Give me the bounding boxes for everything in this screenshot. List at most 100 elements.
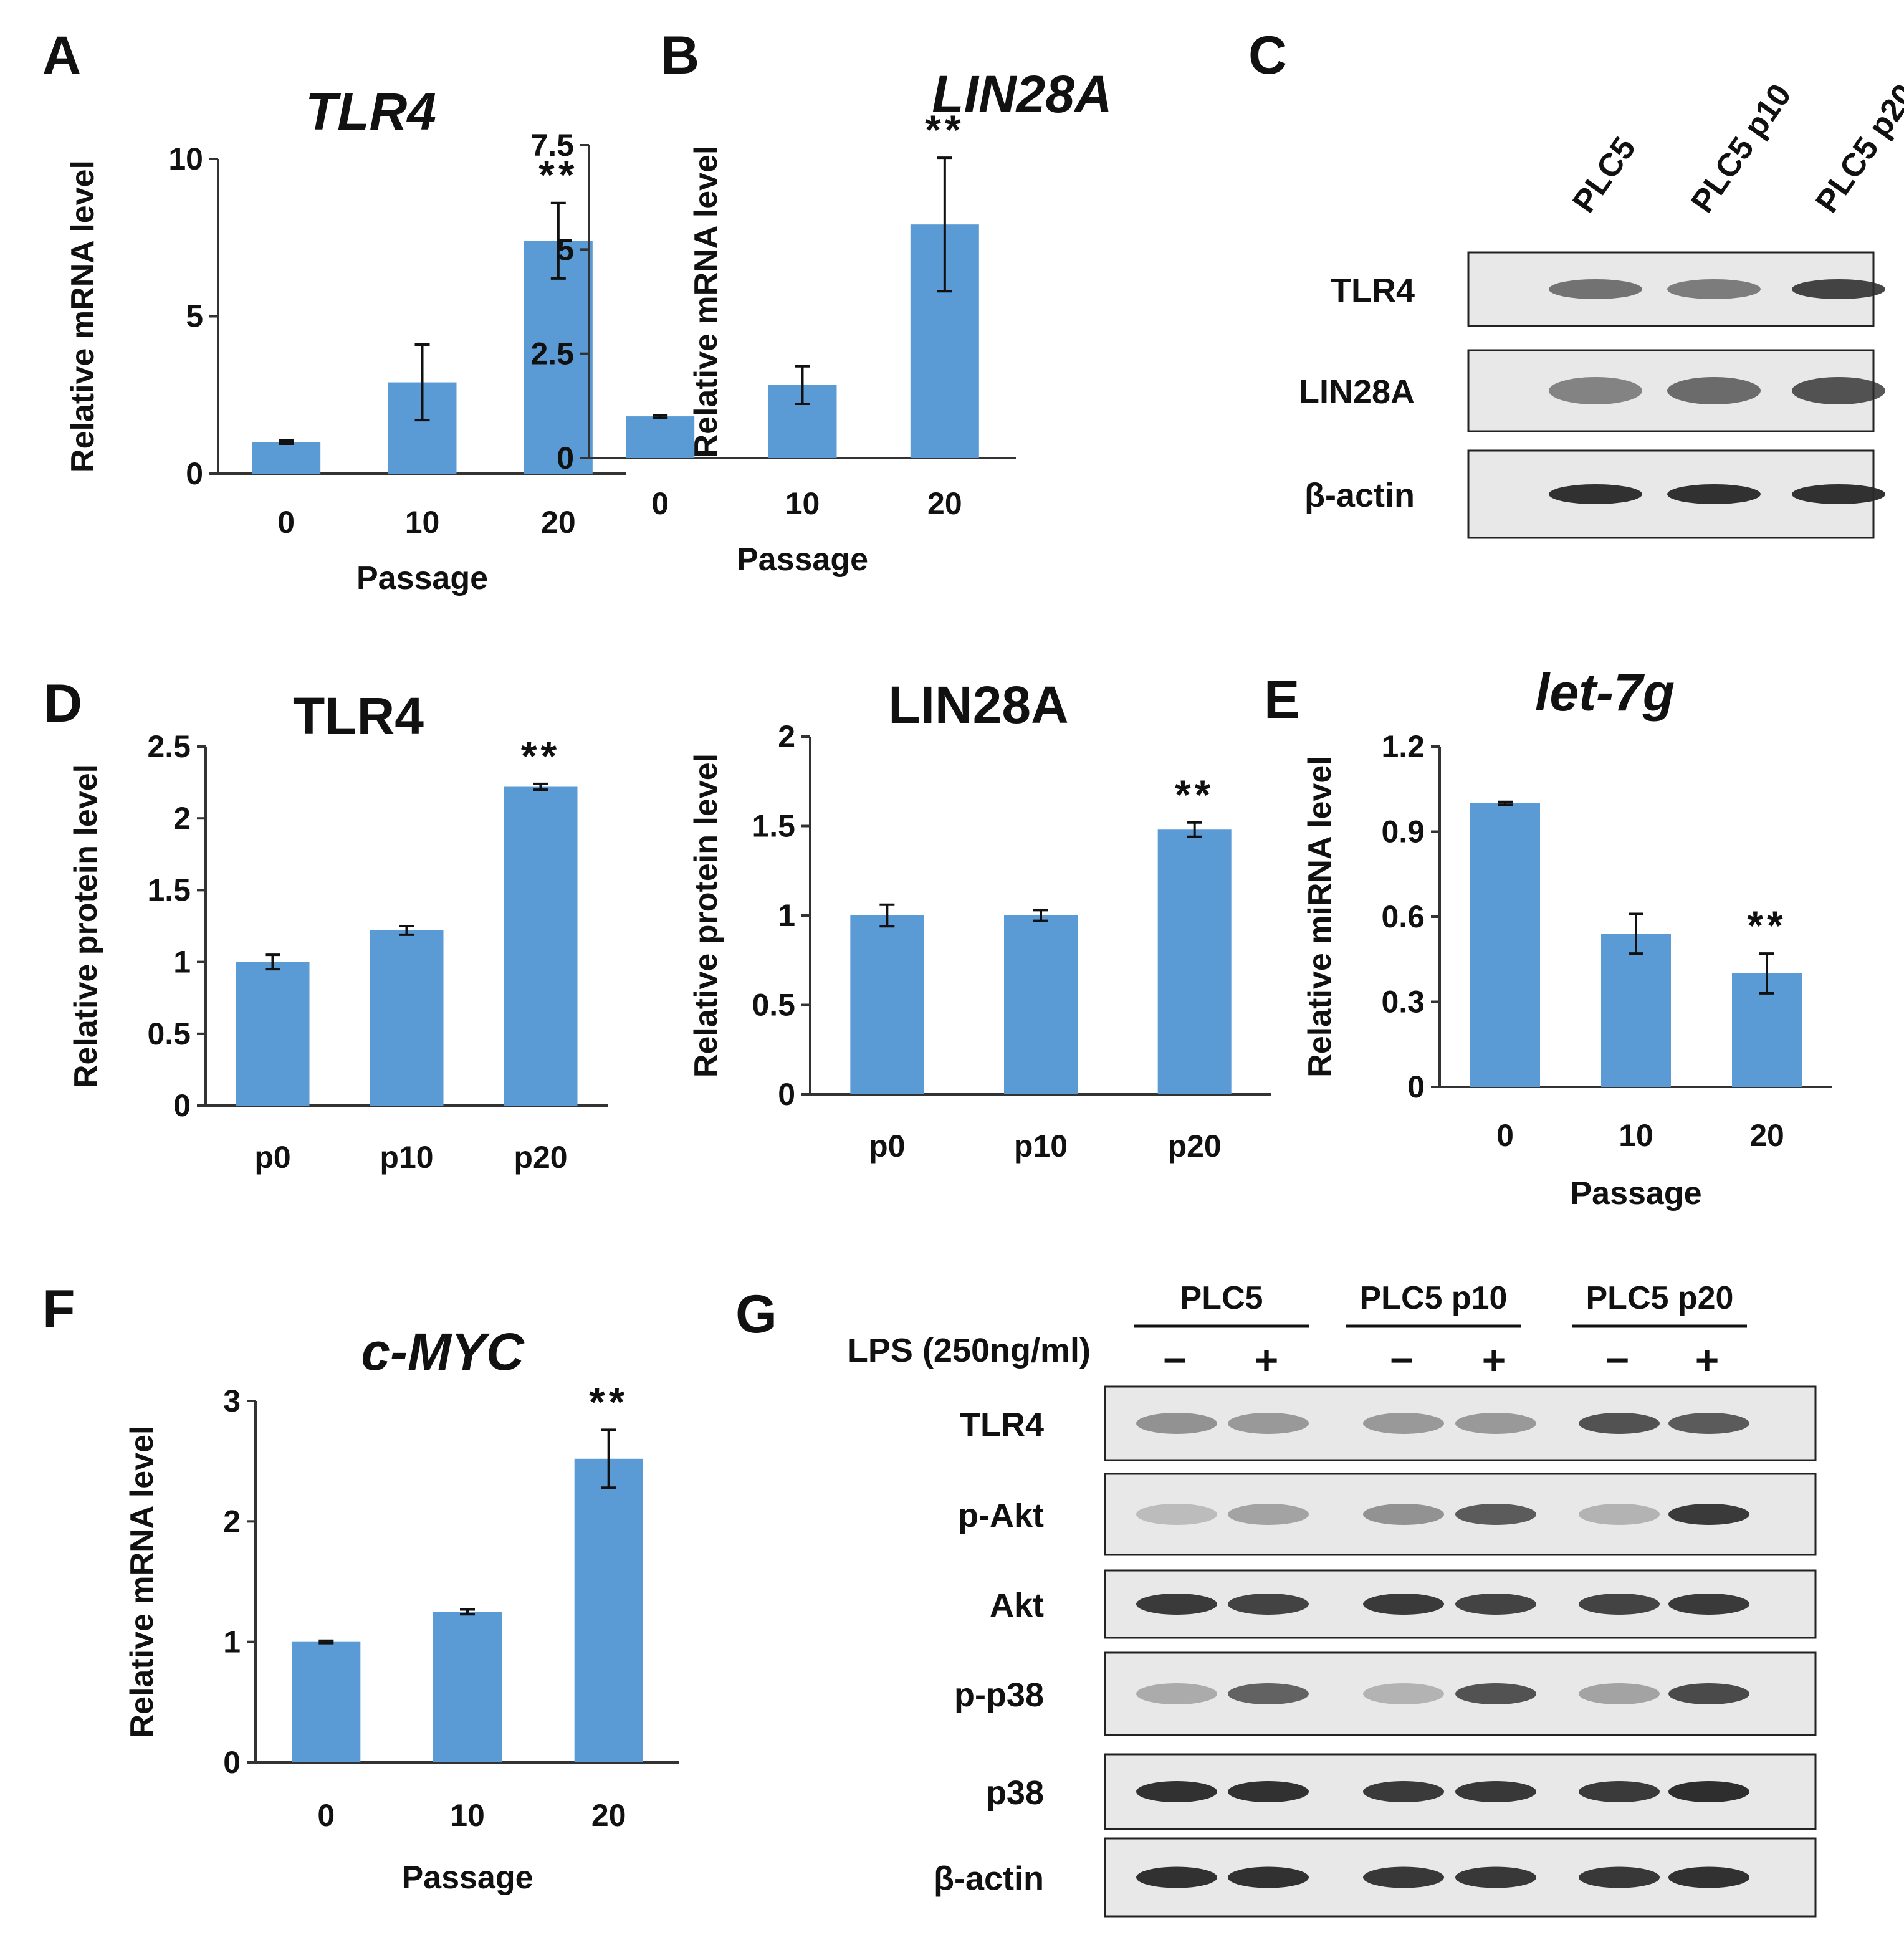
x-tick-label: 20 xyxy=(541,505,576,540)
x-axis-label: Passage xyxy=(356,560,488,596)
blot-band xyxy=(1668,1504,1749,1525)
x-tick-label: 0 xyxy=(651,486,669,521)
y-tick-label: 5 xyxy=(557,232,574,267)
blot-band xyxy=(1579,1504,1660,1525)
blot-band xyxy=(1363,1683,1444,1704)
y-axis-label: Relative miRNA level xyxy=(1302,756,1338,1077)
y-tick-label: 0 xyxy=(223,1745,241,1780)
blot-band xyxy=(1549,377,1642,404)
chart-title: let-7g xyxy=(1535,663,1675,722)
blot-band xyxy=(1363,1504,1444,1525)
bar xyxy=(850,915,924,1094)
significance-marker: ** xyxy=(521,733,560,779)
blot-band xyxy=(1228,1594,1309,1615)
y-tick-label: 1.2 xyxy=(1381,729,1425,764)
panel-label: D xyxy=(44,674,82,733)
blot-row-label: TLR4 xyxy=(960,1406,1044,1443)
x-tick-label: p20 xyxy=(1168,1129,1222,1164)
blot-band xyxy=(1668,1594,1749,1615)
blot-band xyxy=(1228,1866,1309,1888)
blot-band xyxy=(1455,1413,1536,1434)
significance-marker: ** xyxy=(1175,772,1214,818)
blot-band xyxy=(1668,1781,1749,1802)
chart-title: TLR4 xyxy=(305,82,436,141)
blot-row-label: β-actin xyxy=(1304,477,1415,514)
y-tick-label: 5 xyxy=(186,299,203,334)
y-axis-label: Relative protein level xyxy=(688,753,724,1078)
bar xyxy=(574,1458,643,1762)
y-tick-label: 1.5 xyxy=(752,809,795,844)
blot-panel-C: C PLC5 PLC5 p10 PLC5 p20 TLR4 LIN28A β-actin xyxy=(1248,26,1904,539)
blot-row-label: p-Akt xyxy=(958,1497,1044,1534)
blot-band xyxy=(1579,1781,1660,1802)
lane-sign: + xyxy=(1695,1337,1723,1383)
panel-label: F xyxy=(42,1279,75,1339)
group-label: PLC5 xyxy=(1180,1280,1263,1316)
blot-band xyxy=(1792,377,1885,404)
significance-marker: ** xyxy=(1747,902,1786,948)
x-tick-label: 20 xyxy=(927,486,962,521)
x-tick-label: 10 xyxy=(405,505,440,540)
x-tick-label: 0 xyxy=(277,505,295,540)
blot-band xyxy=(1579,1866,1660,1888)
group-label: PLC5 p10 xyxy=(1360,1280,1508,1316)
blot-band xyxy=(1228,1504,1309,1525)
sample-label: PLC5 p20 xyxy=(1809,77,1904,219)
lane-sign: − xyxy=(1390,1337,1418,1383)
blot-band xyxy=(1668,1683,1749,1704)
blot-band xyxy=(1455,1683,1536,1704)
significance-marker: ** xyxy=(589,1379,628,1425)
blot-band xyxy=(1363,1594,1444,1615)
x-tick-label: p0 xyxy=(869,1129,905,1164)
panel-label: A xyxy=(42,26,81,85)
blot-band xyxy=(1455,1781,1536,1802)
y-tick-label: 2.5 xyxy=(530,337,574,371)
x-axis-label: Passage xyxy=(1570,1175,1701,1211)
x-tick-label: 10 xyxy=(450,1798,485,1833)
y-tick-label: 10 xyxy=(168,141,203,176)
sample-label: PLC5 xyxy=(1566,131,1643,219)
group-label: PLC5 p20 xyxy=(1586,1280,1734,1316)
lane-sign: + xyxy=(1255,1337,1283,1383)
bar xyxy=(1601,934,1671,1087)
panel-label: G xyxy=(735,1284,777,1344)
x-axis-label: Passage xyxy=(737,542,868,578)
y-tick-label: 0 xyxy=(557,441,574,475)
y-tick-label: 0 xyxy=(1407,1069,1425,1104)
blot-band xyxy=(1579,1413,1660,1434)
y-tick-label: 2.5 xyxy=(147,729,191,764)
blot-row-label: β-actin xyxy=(934,1860,1044,1898)
blot-band xyxy=(1136,1594,1217,1615)
chart-title: LIN28A xyxy=(932,65,1112,123)
bar xyxy=(626,416,695,458)
lane-sign: + xyxy=(1482,1337,1510,1383)
bar xyxy=(292,1641,361,1762)
y-tick-label: 1.5 xyxy=(147,872,191,907)
blot-band xyxy=(1228,1683,1309,1704)
x-tick-label: p0 xyxy=(254,1140,290,1175)
y-tick-label: 0.5 xyxy=(752,988,795,1023)
y-tick-label: 3 xyxy=(223,1383,241,1418)
blot-band xyxy=(1792,484,1885,504)
blot-band xyxy=(1455,1866,1536,1888)
y-tick-label: 0 xyxy=(173,1088,191,1123)
panel-label: C xyxy=(1248,26,1287,85)
x-tick-label: 10 xyxy=(785,486,820,521)
panel-label: E xyxy=(1264,670,1299,730)
y-axis-label: Relative mRNA level xyxy=(124,1426,160,1738)
x-tick-label: p20 xyxy=(514,1140,567,1175)
bar xyxy=(252,442,321,474)
bar xyxy=(236,962,310,1106)
x-tick-label: p10 xyxy=(1014,1129,1068,1164)
chart-title: LIN28A xyxy=(888,676,1068,734)
x-tick-label: 0 xyxy=(317,1798,335,1833)
blot-band xyxy=(1455,1504,1536,1525)
chart-panel-B: B LIN28A 0 2.5 5 7.5 0 10 ** 20 Passage Relative mR… xyxy=(530,26,1112,578)
blot-band xyxy=(1579,1683,1660,1704)
blot-band xyxy=(1667,279,1761,299)
x-tick-label: p10 xyxy=(380,1140,433,1175)
blot-band xyxy=(1668,1866,1749,1888)
bar xyxy=(370,930,444,1106)
x-tick-label: 10 xyxy=(1619,1118,1653,1153)
